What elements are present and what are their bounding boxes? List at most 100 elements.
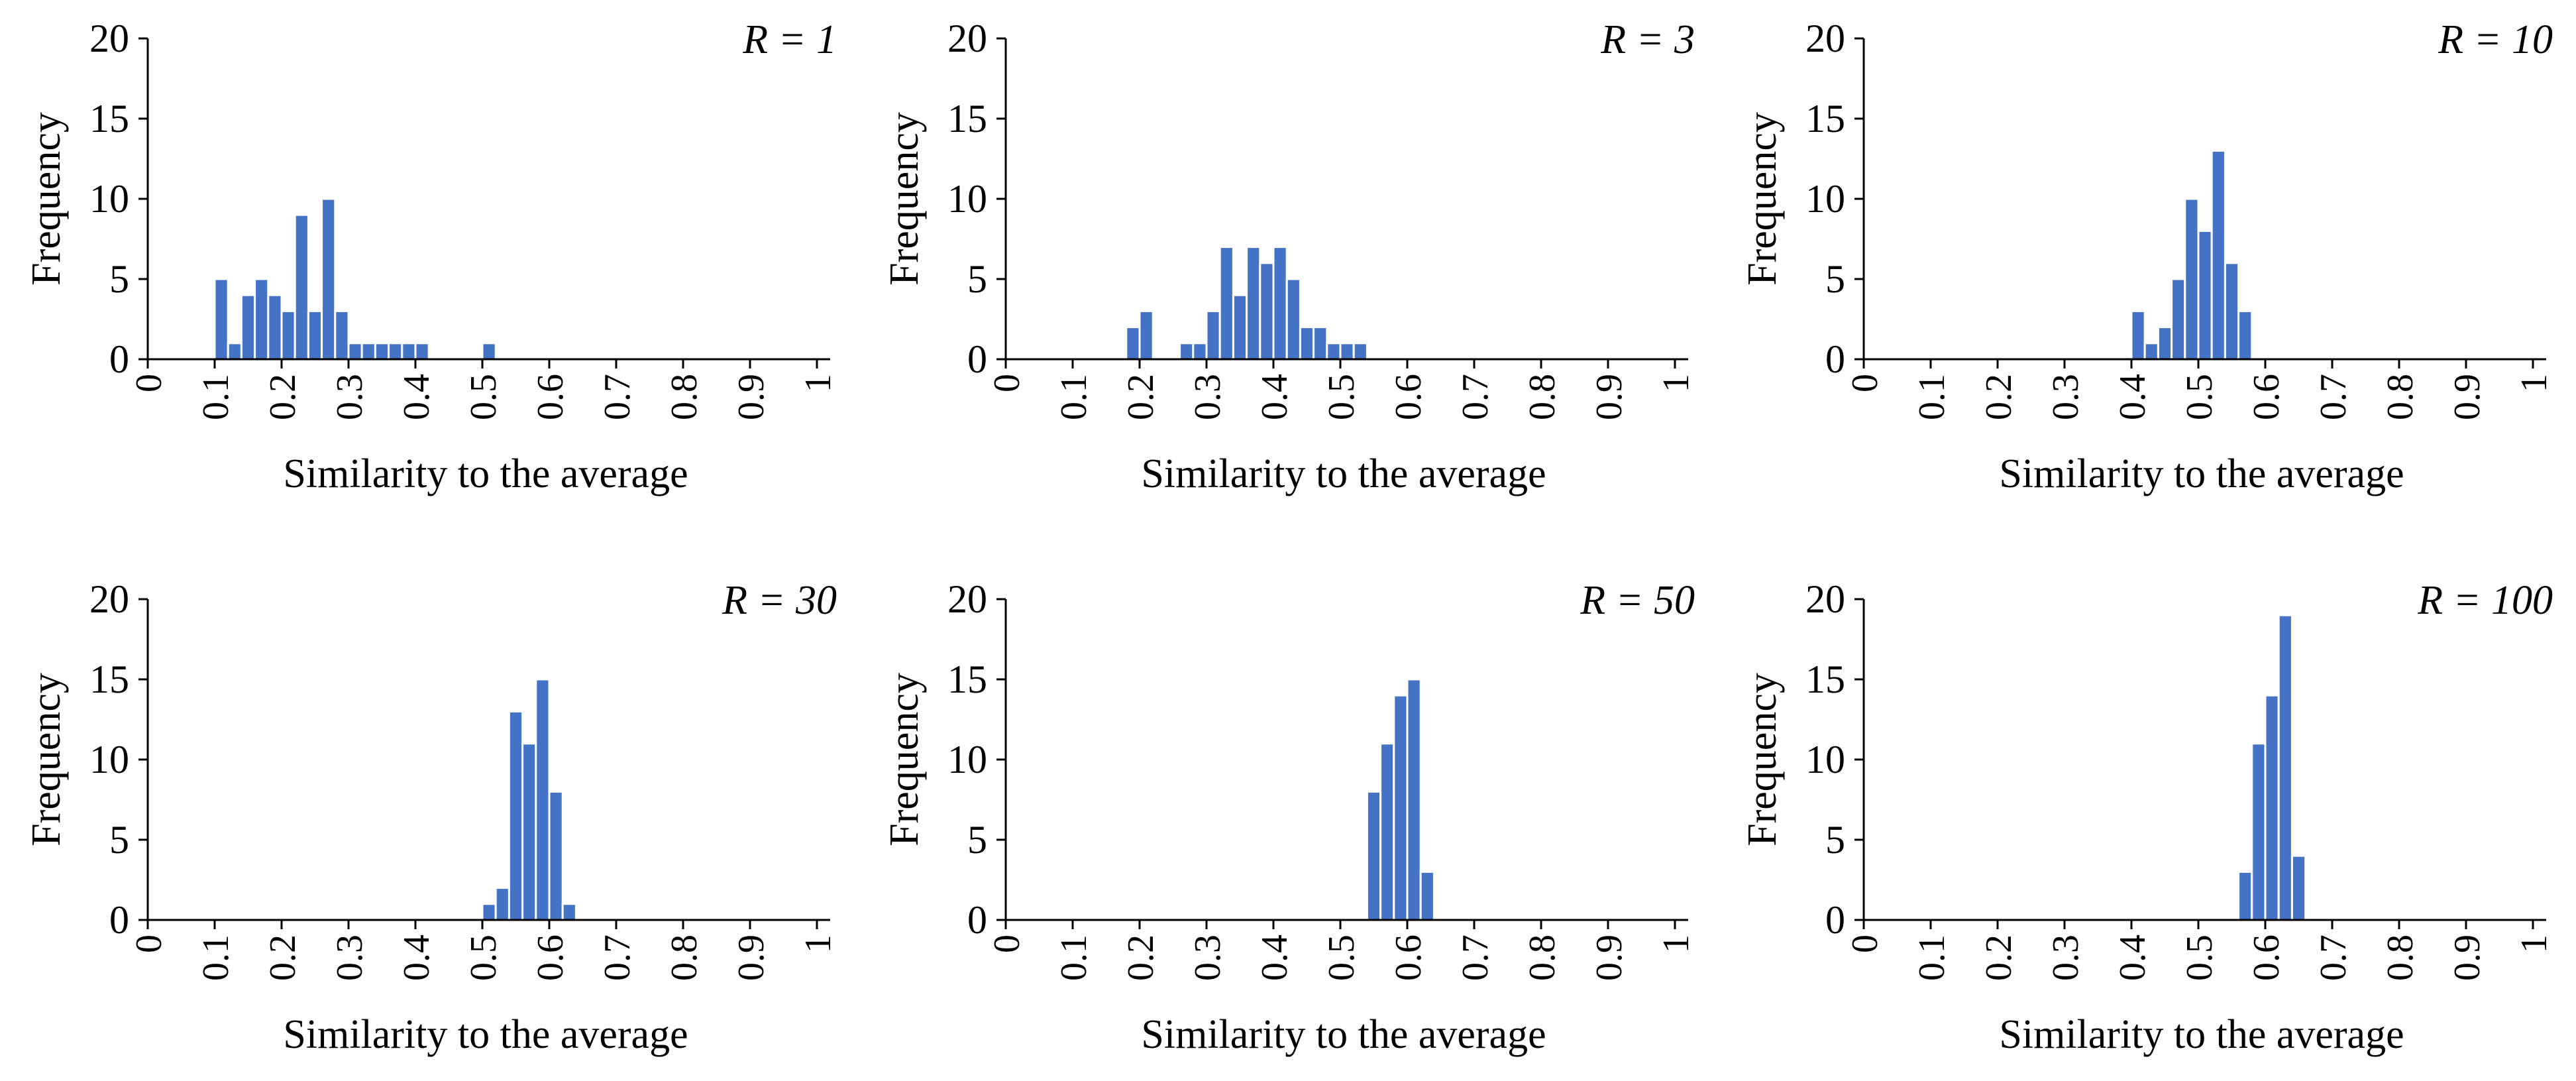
x-tick-label: 0: [1845, 374, 1886, 392]
histogram-bar: [2277, 614, 2293, 921]
y-tick-label: 15: [1805, 657, 1845, 701]
x-tick-label: 0.6: [2246, 935, 2287, 981]
x-tick-label: 0.7: [1455, 374, 1496, 420]
y-tick-label: 5: [967, 818, 987, 862]
y-tick-label: 5: [109, 257, 129, 301]
x-tick-label: 0.3: [329, 935, 370, 981]
x-tick-label: 0.3: [329, 374, 370, 420]
histogram-panel-r-50: 0 5 10 15 20 0 0.1 0.2 0.3 0.4 0.5 0.6 0.7 0.8 0.9 1 Fre…: [882, 577, 1697, 1057]
histogram-bar: [280, 310, 296, 361]
panel-label: R = 50: [1580, 578, 1695, 623]
x-tick-label: 0.2: [262, 374, 303, 420]
histogram-bar: [2184, 198, 2200, 361]
y-tick-label: 20: [89, 577, 129, 621]
x-tick-label: 0.4: [396, 374, 437, 420]
histogram-bar: [481, 342, 497, 361]
x-tick-label: 0.9: [731, 935, 772, 981]
x-tick-label: 0.4: [2112, 935, 2153, 981]
y-tick-label: 5: [1825, 257, 1845, 301]
histogram-bar: [1313, 326, 1328, 361]
bars: [2237, 614, 2307, 921]
x-tick-label: 0.8: [1522, 374, 1563, 420]
y-tick-label: 5: [967, 257, 987, 301]
x-tick-label: 0: [129, 374, 170, 392]
y-tick-label: 0: [109, 898, 129, 942]
x-tick-label: 0.7: [1455, 935, 1496, 981]
y-tick-label: 0: [109, 337, 129, 381]
x-tick-label: 0.6: [1388, 374, 1429, 420]
x-axis-title: Similarity to the average: [283, 1012, 688, 1057]
panel-label: R = 1: [742, 17, 837, 62]
x-tick-label: 0.3: [2045, 935, 2086, 981]
histogram-bar: [521, 742, 537, 921]
x-tick-label: 0.9: [731, 374, 772, 420]
x-tick-label: 0.6: [2246, 374, 2287, 420]
histogram-bar: [1259, 262, 1275, 361]
x-tick-label: 0.1: [1053, 374, 1095, 420]
y-tick-label: 20: [947, 577, 987, 621]
x-tick-label: 0.1: [1053, 935, 1095, 981]
histogram-bar: [1125, 326, 1141, 361]
x-tick-label: 0.7: [597, 374, 638, 420]
x-axis-title: Similarity to the average: [1141, 451, 1546, 496]
x-tick-label: 0.6: [530, 935, 571, 981]
y-tick-label: 0: [967, 337, 987, 381]
histogram-bar: [1272, 246, 1288, 361]
bars: [1366, 678, 1435, 921]
x-tick-label: 1: [798, 374, 839, 392]
panel-label: R = 10: [2438, 17, 2553, 62]
y-tick-label: 10: [947, 177, 987, 221]
x-tick-label: 0.1: [1911, 935, 1953, 981]
y-axis-title: Frequency: [24, 673, 69, 846]
histogram-bar: [388, 342, 403, 361]
histogram-bar: [1285, 278, 1301, 361]
y-tick-label: 0: [1825, 898, 1845, 942]
histogram-bar: [2237, 310, 2253, 361]
x-tick-label: 0.8: [2380, 935, 2421, 981]
histogram-bar: [227, 342, 242, 361]
histogram-bar: [1366, 790, 1382, 921]
histogram-bar: [334, 310, 350, 361]
x-tick-label: 0.1: [195, 935, 237, 981]
histogram-bar: [481, 903, 497, 921]
x-tick-label: 0.5: [463, 374, 504, 420]
y-tick-label: 15: [947, 97, 987, 141]
x-tick-label: 0.4: [1254, 935, 1295, 981]
x-tick-label: 0.4: [396, 935, 437, 981]
histogram-bar: [1192, 342, 1208, 361]
x-tick-label: 0.5: [2179, 374, 2220, 420]
histogram-bar: [321, 198, 337, 361]
histogram-bar: [1299, 326, 1315, 361]
x-tick-label: 0.9: [2447, 935, 2488, 981]
x-tick-label: 0.1: [1911, 374, 1953, 420]
y-tick-label: 0: [1825, 337, 1845, 381]
y-tick-label: 20: [89, 17, 129, 60]
x-tick-label: 0: [987, 935, 1028, 953]
histogram-bar: [213, 278, 229, 361]
x-tick-label: 0.5: [1321, 374, 1362, 420]
histogram-bar: [2224, 262, 2240, 361]
x-axis-title: Similarity to the average: [1999, 1012, 2404, 1057]
histogram-panel-r-100: 0 5 10 15 20 0 0.1 0.2 0.3 0.4 0.5 0.6 0.7 0.8 0.9 1 Fre…: [1740, 577, 2555, 1057]
histogram-panel-r-1: 0 5 10 15 20 0 0.1 0.2 0.3 0.4 0.5 0.6 0.7 0.8 0.9 1 Fre…: [24, 17, 839, 496]
histogram-bar: [508, 710, 524, 921]
histogram-bar: [1393, 694, 1409, 921]
histogram-bar: [360, 342, 376, 361]
x-tick-label: 0.9: [1589, 374, 1630, 420]
panel-label: R = 30: [722, 578, 837, 623]
histogram-bar: [1138, 310, 1154, 361]
y-axis-title: Frequency: [1740, 673, 1785, 846]
y-axis-title: Frequency: [24, 112, 69, 286]
x-tick-label: 0.7: [2313, 374, 2354, 420]
y-tick-label: 10: [947, 738, 987, 781]
x-tick-label: 0.5: [1321, 935, 1362, 981]
x-axis-title: Similarity to the average: [283, 451, 688, 496]
y-tick-label: 15: [1805, 97, 1845, 141]
x-tick-label: 0.1: [195, 374, 237, 420]
histogram-panel-r-3: 0 5 10 15 20 0 0.1 0.2 0.3 0.4 0.5 0.6 0.7 0.8 0.9 1 Fre…: [882, 17, 1697, 496]
x-tick-label: 0.2: [262, 935, 303, 981]
histogram-bar: [2210, 149, 2226, 361]
histogram-bar: [1179, 342, 1195, 361]
x-tick-label: 0.3: [2045, 374, 2086, 420]
